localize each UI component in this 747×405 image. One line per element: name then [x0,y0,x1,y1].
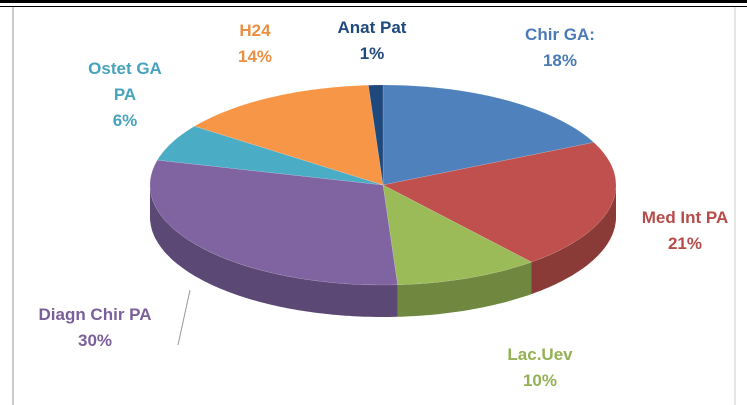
value-label: 6% [112,111,138,130]
pie-slice [382,84,595,186]
value-label: 10% [522,371,558,390]
value-label: 30% [77,331,113,350]
category-label: Ostet GA PA [88,59,162,104]
data-label: Ostet GA PA 6% [75,56,175,134]
data-label: Lac.Uev 10% [507,342,572,394]
category-label: Diagn Chir PA [38,305,152,324]
top-border [0,0,747,3]
pie-slice [149,159,398,286]
pie-slice [382,184,533,286]
category-label: H24 [239,21,271,40]
value-label: 18% [542,51,578,70]
pie-slice [156,125,384,186]
data-label: Diagn Chir PA 30% [38,302,151,354]
pie-slice [368,84,384,186]
pie-slice [193,84,384,186]
data-label: Med Int PA 21% [642,205,729,257]
leader-line [177,289,191,346]
top-border [0,6,747,7]
pie-slice [382,142,617,263]
pie-side [531,185,616,295]
value-label: 14% [237,47,273,66]
category-label: Anat Pat [337,18,407,37]
data-label: Chir GA: 18% [525,22,595,74]
value-label: 1% [359,44,385,63]
data-label: Anat Pat 1% [338,15,407,67]
pie-side [397,262,532,317]
data-label: H24 14% [238,18,272,70]
category-label: Lac.Uev [507,345,573,364]
pie-side [150,185,398,317]
category-label: Chir GA: [525,25,595,44]
value-label: 21% [667,234,703,253]
category-label: Med Int PA [641,208,729,227]
